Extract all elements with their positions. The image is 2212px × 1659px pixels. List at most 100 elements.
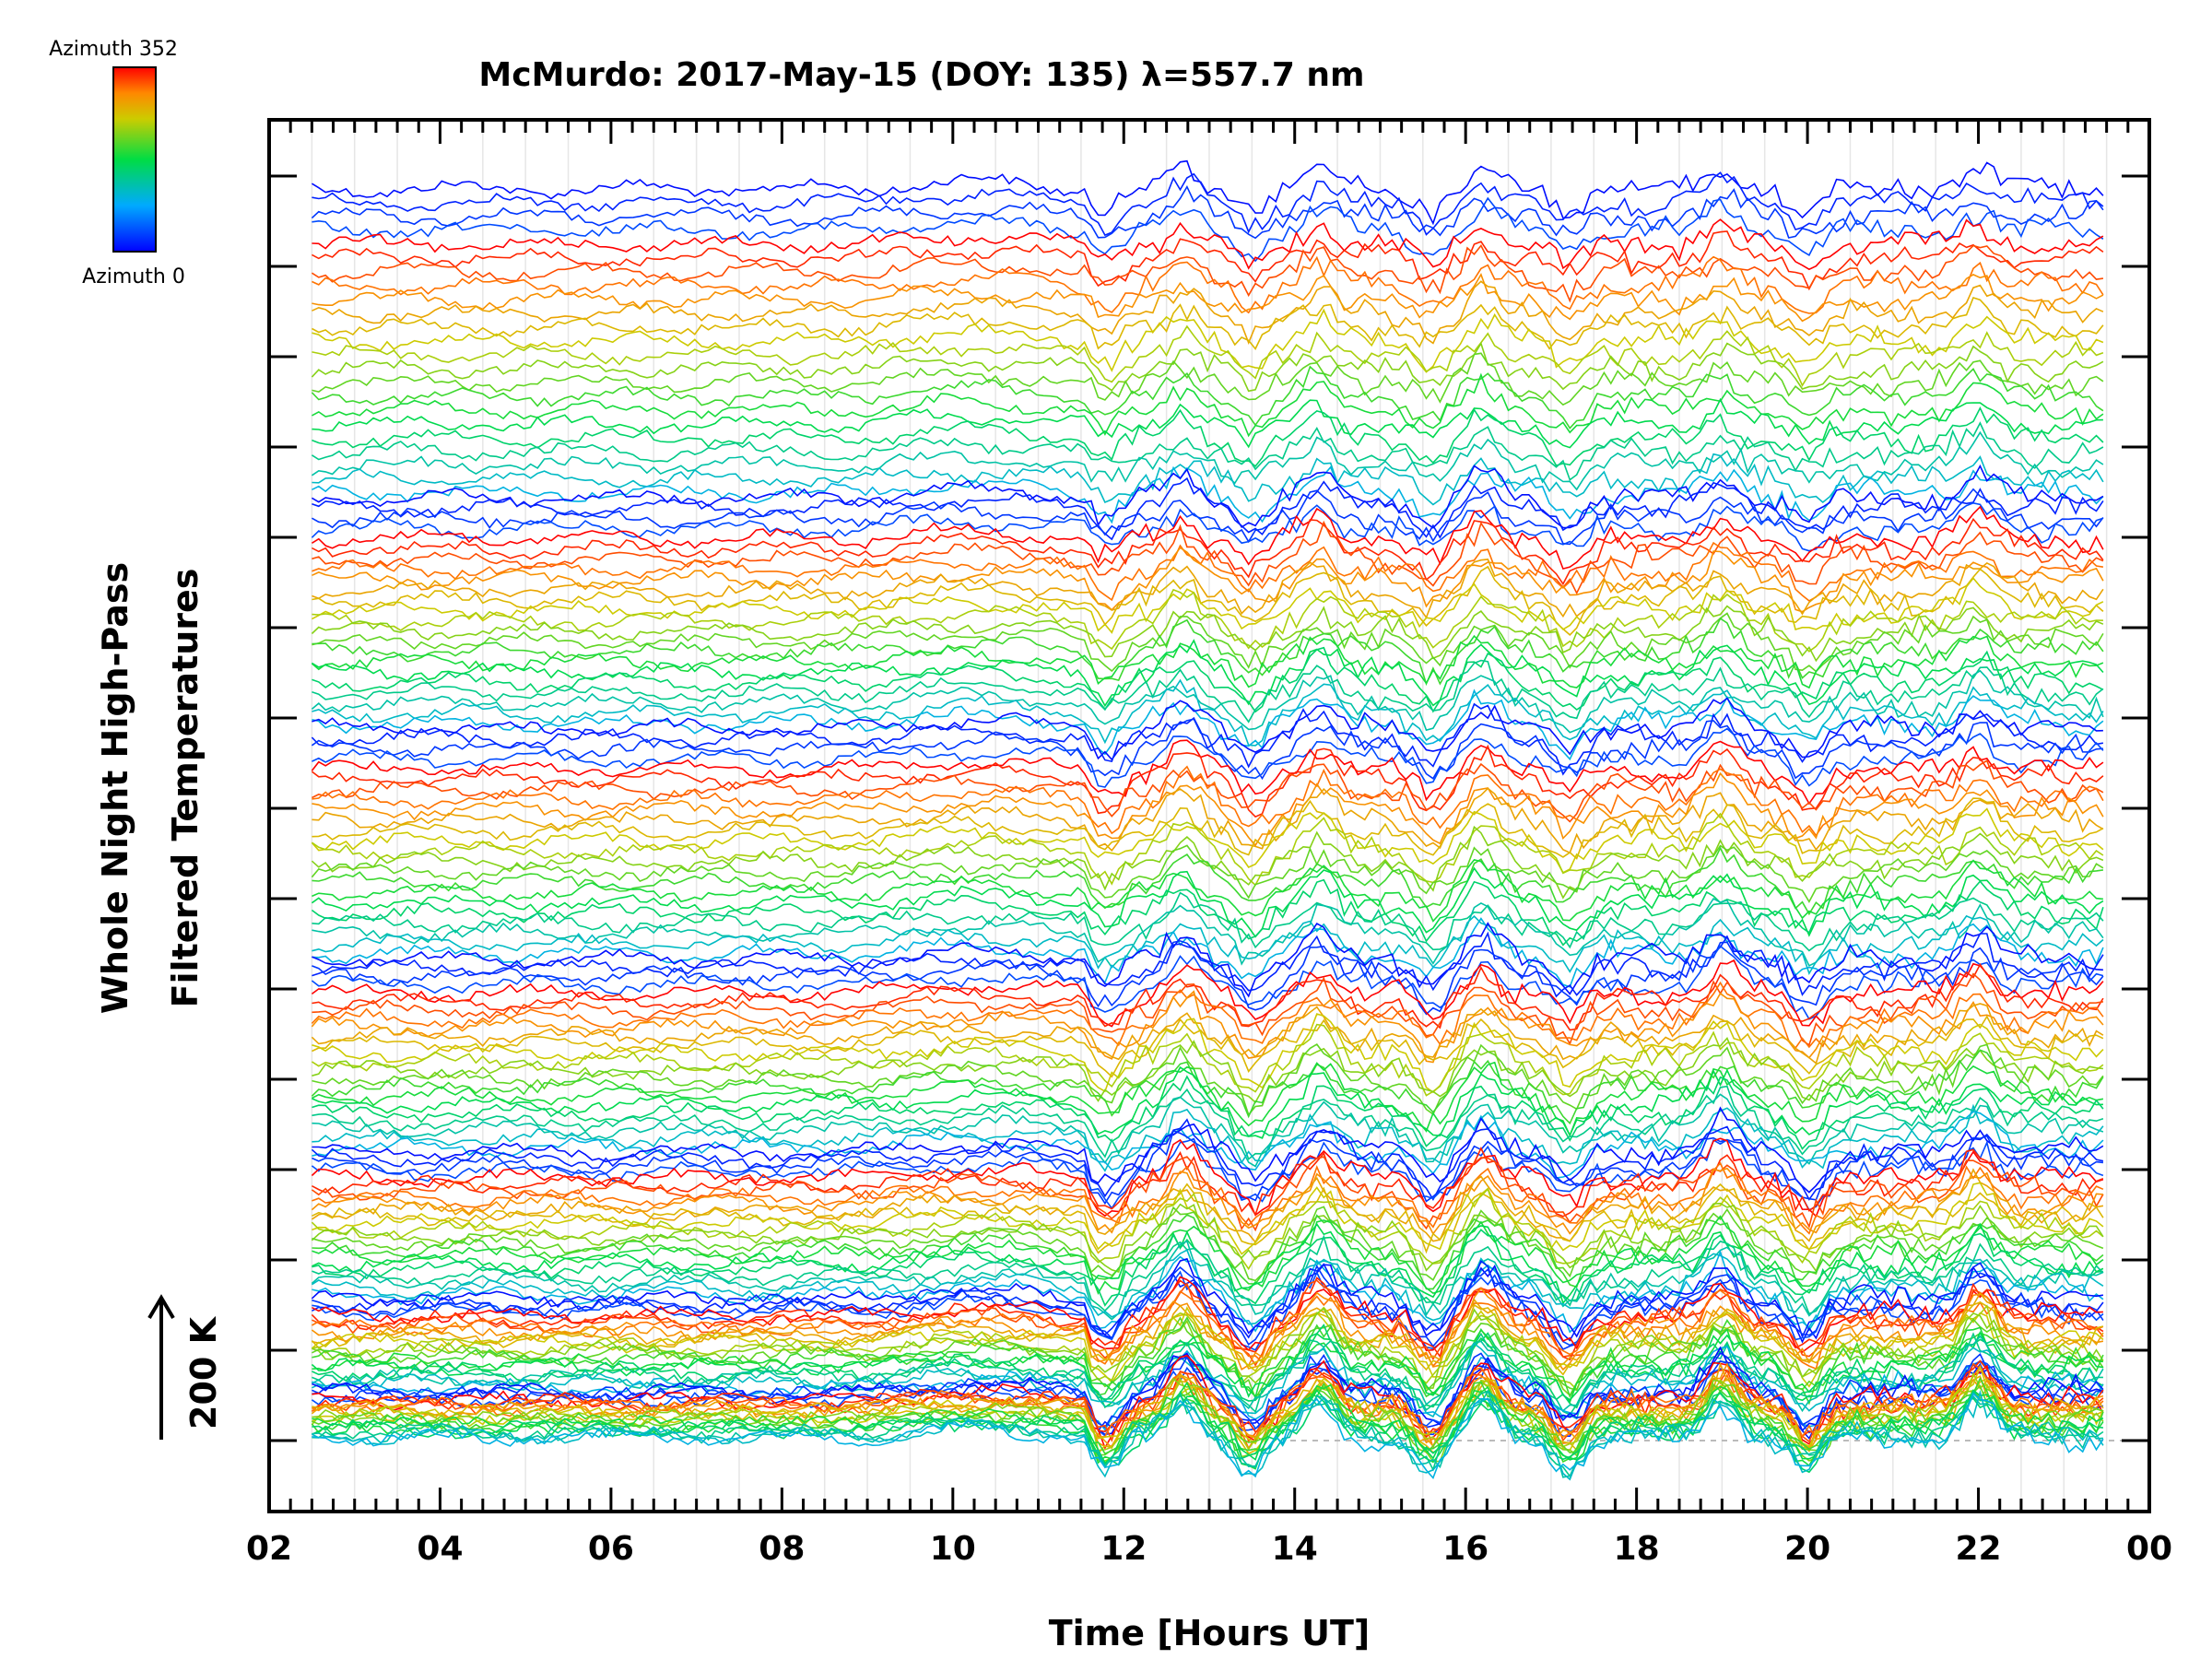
temperature-trace [312, 324, 2104, 387]
temperature-trace [312, 196, 2104, 263]
temperature-trace [311, 981, 2104, 1050]
temperature-trace [311, 807, 2104, 874]
temperature-trace [312, 352, 2104, 406]
temperature-trace [311, 159, 2104, 226]
temperature-trace [312, 230, 2104, 291]
temperature-trace [312, 917, 2104, 988]
temperature-trace [312, 617, 2104, 687]
temperature-trace [312, 1316, 2104, 1406]
y-axis-label-line1: Whole Night High-Pass [95, 562, 135, 1014]
scale-arrow [147, 1294, 175, 1440]
temperature-trace [312, 914, 2104, 976]
temperature-trace [312, 406, 2104, 468]
x-tick-label: 06 [588, 1530, 634, 1568]
temperature-trace [311, 866, 2104, 938]
x-tick-label: 12 [1100, 1530, 1147, 1568]
temperature-trace [312, 1392, 2104, 1480]
temperature-trace [312, 1129, 2103, 1206]
temperature-trace [312, 1279, 2104, 1367]
temperature-trace [312, 477, 2104, 541]
temperature-trace [312, 1234, 2104, 1315]
temperature-trace [312, 859, 2103, 923]
temperature-trace [311, 669, 2104, 734]
axis-ticks [267, 120, 2151, 1512]
temperature-trace [312, 465, 2104, 524]
temperature-trace [311, 844, 2104, 904]
temperature-trace [311, 702, 2104, 776]
temperature-trace [312, 453, 2104, 506]
temperature-trace [311, 605, 2104, 663]
temperature-trace [311, 945, 2104, 1020]
y-axis-label-line2: Filtered Temperatures [165, 569, 206, 1008]
temperature-trace [312, 559, 2104, 619]
temperature-trace [312, 1111, 2104, 1179]
temperature-trace [312, 1061, 2104, 1137]
temperature-trace [311, 739, 2104, 806]
temperature-trace [312, 218, 2104, 271]
x-tick-label: 02 [246, 1530, 292, 1568]
temperature-trace [312, 771, 2104, 847]
x-tick-labels: 02 04 06 08 10 12 14 16 18 20 22 00 [246, 1530, 2172, 1568]
temperature-trace [312, 962, 2104, 1031]
temperature-trace [312, 1182, 2104, 1255]
x-tick-label: 20 [1784, 1530, 1830, 1568]
x-tick-label: 14 [1272, 1530, 1318, 1568]
temperature-trace [311, 825, 2104, 900]
temperature-trace [312, 255, 2104, 314]
temperature-trace [312, 891, 2104, 952]
temperature-trace [311, 365, 2104, 429]
temperature-trace [311, 639, 2104, 708]
legend-bottom-label: Azimuth 0 [82, 265, 185, 288]
temperature-trace [312, 1106, 2104, 1194]
temperature-trace [311, 430, 2104, 491]
temperature-trace [312, 308, 2104, 373]
temperature-trace [311, 1167, 2103, 1236]
temperature-trace [311, 1049, 2104, 1125]
temperature-trace [311, 959, 2104, 1028]
chart-title: McMurdo: 2017-May-15 (DOY: 135) λ=557.7 … [478, 56, 1364, 94]
temperature-trace [311, 501, 2104, 552]
temperature-trace [312, 1291, 2104, 1370]
temperature-trace [311, 244, 2104, 303]
temperature-trace [312, 1182, 2104, 1254]
temperature-trace [312, 1037, 2103, 1104]
temperature-trace [312, 1390, 2103, 1478]
temperature-trace [312, 1161, 2104, 1235]
temperature-trace [311, 1137, 2104, 1218]
temperature-trace [311, 505, 2104, 571]
temperature-trace [312, 1332, 2103, 1416]
temperature-trace [312, 697, 2103, 761]
temperature-trace [312, 1359, 2104, 1440]
temperature-trace [311, 1202, 2104, 1274]
temperature-trace [311, 1168, 2104, 1244]
temperature-trace [312, 297, 2104, 350]
temperature-trace [311, 421, 2104, 481]
x-tick-label: 04 [417, 1530, 463, 1568]
temperature-trace [312, 1103, 2104, 1172]
temperature-trace [312, 520, 2104, 595]
x-tick-label: 22 [1955, 1530, 2001, 1568]
temperature-trace [312, 1265, 2104, 1351]
temperature-trace [312, 1015, 2104, 1078]
temperature-trace [312, 612, 2104, 673]
temperature-trace [311, 1156, 2104, 1232]
temperature-trace [311, 1118, 2104, 1202]
x-axis-label: Time [Hours UT] [1049, 1613, 1371, 1653]
temperature-trace [312, 541, 2104, 602]
temperature-trace [312, 1392, 2103, 1474]
temperature-trace [311, 1240, 2104, 1321]
temperature-trace [311, 634, 2104, 689]
temperature-trace [311, 744, 2104, 818]
temperature-trace [312, 1229, 2103, 1307]
temperature-trace [312, 922, 2103, 998]
temperature-trace [312, 1289, 2104, 1371]
temperature-trace [311, 1301, 2104, 1376]
temperature-trace [312, 1346, 2104, 1431]
temperature-trace [312, 1390, 2104, 1478]
temperature-trace [311, 718, 2103, 781]
temperature-trace [312, 1215, 2104, 1295]
x-tick-label: 10 [930, 1530, 976, 1568]
temperature-trace [311, 341, 2104, 393]
temperature-trace [312, 577, 2104, 634]
temperature-trace [312, 488, 2104, 546]
